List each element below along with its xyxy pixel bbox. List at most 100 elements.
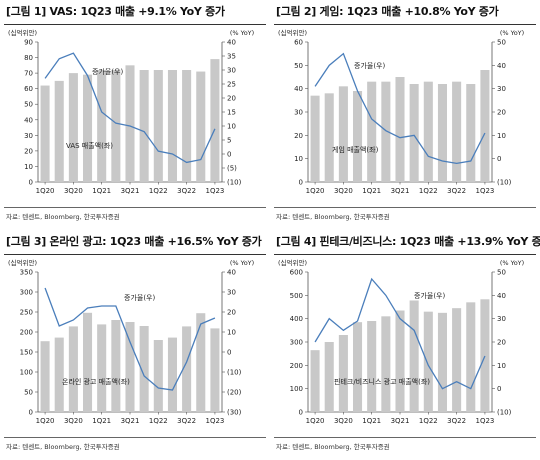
left-tick-label: 60 bbox=[294, 39, 303, 47]
bar bbox=[395, 77, 405, 182]
x-tick-label: 1Q23 bbox=[475, 417, 494, 425]
x-tick-label: 3Q20 bbox=[334, 187, 353, 195]
chart-title: [그림 3] 온라인 광고: 1Q23 매출 +16.5% YoY 증가 bbox=[6, 235, 262, 248]
left-unit-label: (십억위안) bbox=[278, 28, 307, 37]
x-tick-label: 3Q20 bbox=[64, 187, 83, 195]
right-tick-label: 50 bbox=[497, 39, 506, 47]
right-unit-label: (% YoY) bbox=[500, 29, 524, 37]
source-rule bbox=[4, 207, 266, 208]
left-tick-label: 30 bbox=[24, 132, 33, 140]
left-tick-label: 500 bbox=[290, 292, 303, 300]
right-tick-label: (20) bbox=[227, 389, 242, 397]
bar-annotation: VAS 매출액(좌) bbox=[66, 141, 113, 150]
left-tick-label: 200 bbox=[290, 362, 303, 370]
bar bbox=[153, 70, 163, 182]
left-tick-label: 300 bbox=[290, 339, 303, 347]
chart-title: [그림 1] VAS: 1Q23 매출 +9.1% YoY 증가 bbox=[6, 5, 225, 18]
left-tick-label: 20 bbox=[24, 147, 33, 155]
source-rule bbox=[4, 437, 266, 438]
right-tick-label: 15 bbox=[227, 109, 236, 117]
x-tick-label: 1Q20 bbox=[36, 187, 55, 195]
right-tick-label: 0 bbox=[227, 349, 231, 357]
left-tick-label: 70 bbox=[24, 70, 33, 78]
bar bbox=[338, 86, 348, 182]
bar bbox=[196, 71, 206, 182]
bar bbox=[210, 59, 220, 182]
bar bbox=[480, 70, 490, 182]
line-annotation: 증가율(우) bbox=[124, 293, 155, 302]
x-tick-label: 1Q23 bbox=[475, 187, 494, 195]
right-tick-label: 30 bbox=[227, 67, 236, 75]
left-tick-label: 200 bbox=[20, 329, 33, 337]
bar bbox=[125, 322, 135, 412]
x-tick-label: 1Q20 bbox=[306, 187, 325, 195]
left-tick-label: 350 bbox=[20, 269, 33, 277]
left-tick-label: 10 bbox=[294, 155, 303, 163]
bar bbox=[367, 321, 377, 412]
chart-panel-game: [그림 2] 게임: 1Q23 매출 +10.8% YoY 증가 (십억위안) (… bbox=[274, 2, 536, 227]
bar bbox=[40, 85, 50, 182]
title-rule bbox=[4, 254, 266, 255]
bar bbox=[167, 337, 177, 412]
bar bbox=[125, 65, 135, 182]
left-tick-label: 50 bbox=[294, 62, 303, 70]
left-tick-label: 90 bbox=[24, 39, 33, 47]
right-tick-label: 40 bbox=[227, 269, 236, 277]
right-tick-label: 50 bbox=[497, 269, 506, 277]
right-tick-label: 40 bbox=[497, 292, 506, 300]
right-unit-label: (% YoY) bbox=[230, 29, 254, 37]
bar bbox=[437, 84, 447, 182]
x-tick-label: 1Q21 bbox=[92, 417, 111, 425]
x-tick-label: 3Q22 bbox=[177, 417, 196, 425]
right-tick-label: 35 bbox=[227, 53, 236, 61]
chart-fintech: (십억위안) (% YoY) 0 100 200 300 400 500 600 (10) 0 10 2… bbox=[278, 258, 524, 425]
x-tick-label: 1Q23 bbox=[205, 417, 224, 425]
bar bbox=[353, 322, 363, 412]
bar bbox=[97, 324, 107, 412]
line-annotation: 증가율(우) bbox=[354, 61, 385, 70]
x-tick-label: 1Q23 bbox=[205, 187, 224, 195]
right-tick-label: (10) bbox=[227, 369, 242, 377]
bar bbox=[111, 70, 121, 182]
left-unit-label: (십억위안) bbox=[278, 258, 307, 267]
bar bbox=[182, 70, 192, 182]
bar bbox=[68, 326, 78, 412]
left-unit-label: (십억위안) bbox=[8, 28, 37, 37]
source-rule bbox=[274, 207, 536, 208]
bar bbox=[423, 311, 433, 412]
chart-title: [그림 2] 게임: 1Q23 매출 +10.8% YoY 증가 bbox=[276, 5, 499, 18]
right-tick-label: 40 bbox=[227, 39, 236, 47]
right-tick-label: 0 bbox=[497, 385, 501, 393]
bar bbox=[381, 81, 391, 182]
right-tick-label: 5 bbox=[227, 137, 231, 145]
left-tick-label: 50 bbox=[24, 389, 33, 397]
right-tick-label: 20 bbox=[497, 109, 506, 117]
right-tick-label: 40 bbox=[497, 62, 506, 70]
bar bbox=[480, 299, 490, 412]
bar bbox=[139, 70, 149, 182]
chart-vas: (십억위안) (% YoY) 0 10 20 30 40 50 60 70 80 90 (10) (5) 0… bbox=[8, 28, 254, 195]
chart-panel-online-ad: [그림 3] 온라인 광고: 1Q23 매출 +16.5% YoY 증가 (십억… bbox=[4, 232, 266, 457]
right-tick-label: (30) bbox=[227, 409, 242, 417]
bar bbox=[409, 300, 419, 412]
right-tick-label: 30 bbox=[497, 85, 506, 93]
x-tick-label: 1Q21 bbox=[362, 417, 381, 425]
right-tick-label: 20 bbox=[227, 95, 236, 103]
bar bbox=[381, 316, 391, 412]
right-tick-label: (10) bbox=[227, 179, 242, 187]
chart-title: [그림 4] 핀테크/비즈니스: 1Q23 매출 +13.9% YoY 증가 bbox=[276, 235, 540, 248]
title-rule bbox=[4, 24, 266, 25]
source-note: 자료: 텐센트, Bloomberg, 한국투자증권 bbox=[6, 443, 120, 451]
bar bbox=[324, 342, 334, 412]
chart-online-ad: (십억위안) (% YoY)050100150200250300350(30)(2… bbox=[8, 258, 254, 425]
bar bbox=[83, 312, 93, 412]
x-tick-label: 1Q21 bbox=[92, 187, 111, 195]
left-tick-label: 20 bbox=[294, 132, 303, 140]
left-tick-label: 60 bbox=[24, 85, 33, 93]
title-rule bbox=[274, 24, 536, 25]
right-tick-label: 10 bbox=[227, 329, 236, 337]
bar bbox=[210, 328, 220, 412]
x-tick-label: 1Q21 bbox=[362, 187, 381, 195]
bar bbox=[452, 81, 462, 182]
x-tick-label: 3Q20 bbox=[64, 417, 83, 425]
